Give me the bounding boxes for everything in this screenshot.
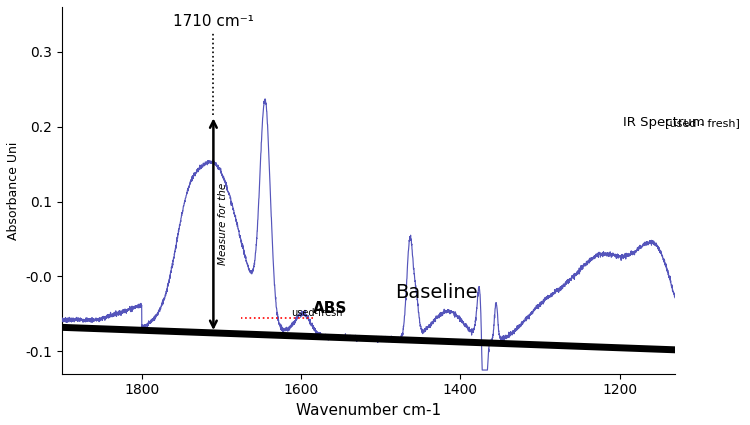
Text: used-fresh: used-fresh <box>292 308 343 318</box>
Text: [used - fresh]: [used - fresh] <box>623 118 740 128</box>
Text: ABS: ABS <box>313 301 347 316</box>
Text: Measure for the: Measure for the <box>218 183 228 265</box>
Text: IR Spectrum: IR Spectrum <box>623 116 705 130</box>
Text: Baseline: Baseline <box>395 283 478 303</box>
X-axis label: Wavenumber cm-1: Wavenumber cm-1 <box>296 403 441 418</box>
Text: 1710 cm⁻¹: 1710 cm⁻¹ <box>173 14 254 29</box>
Y-axis label: Absorbance Uni: Absorbance Uni <box>7 141 20 240</box>
